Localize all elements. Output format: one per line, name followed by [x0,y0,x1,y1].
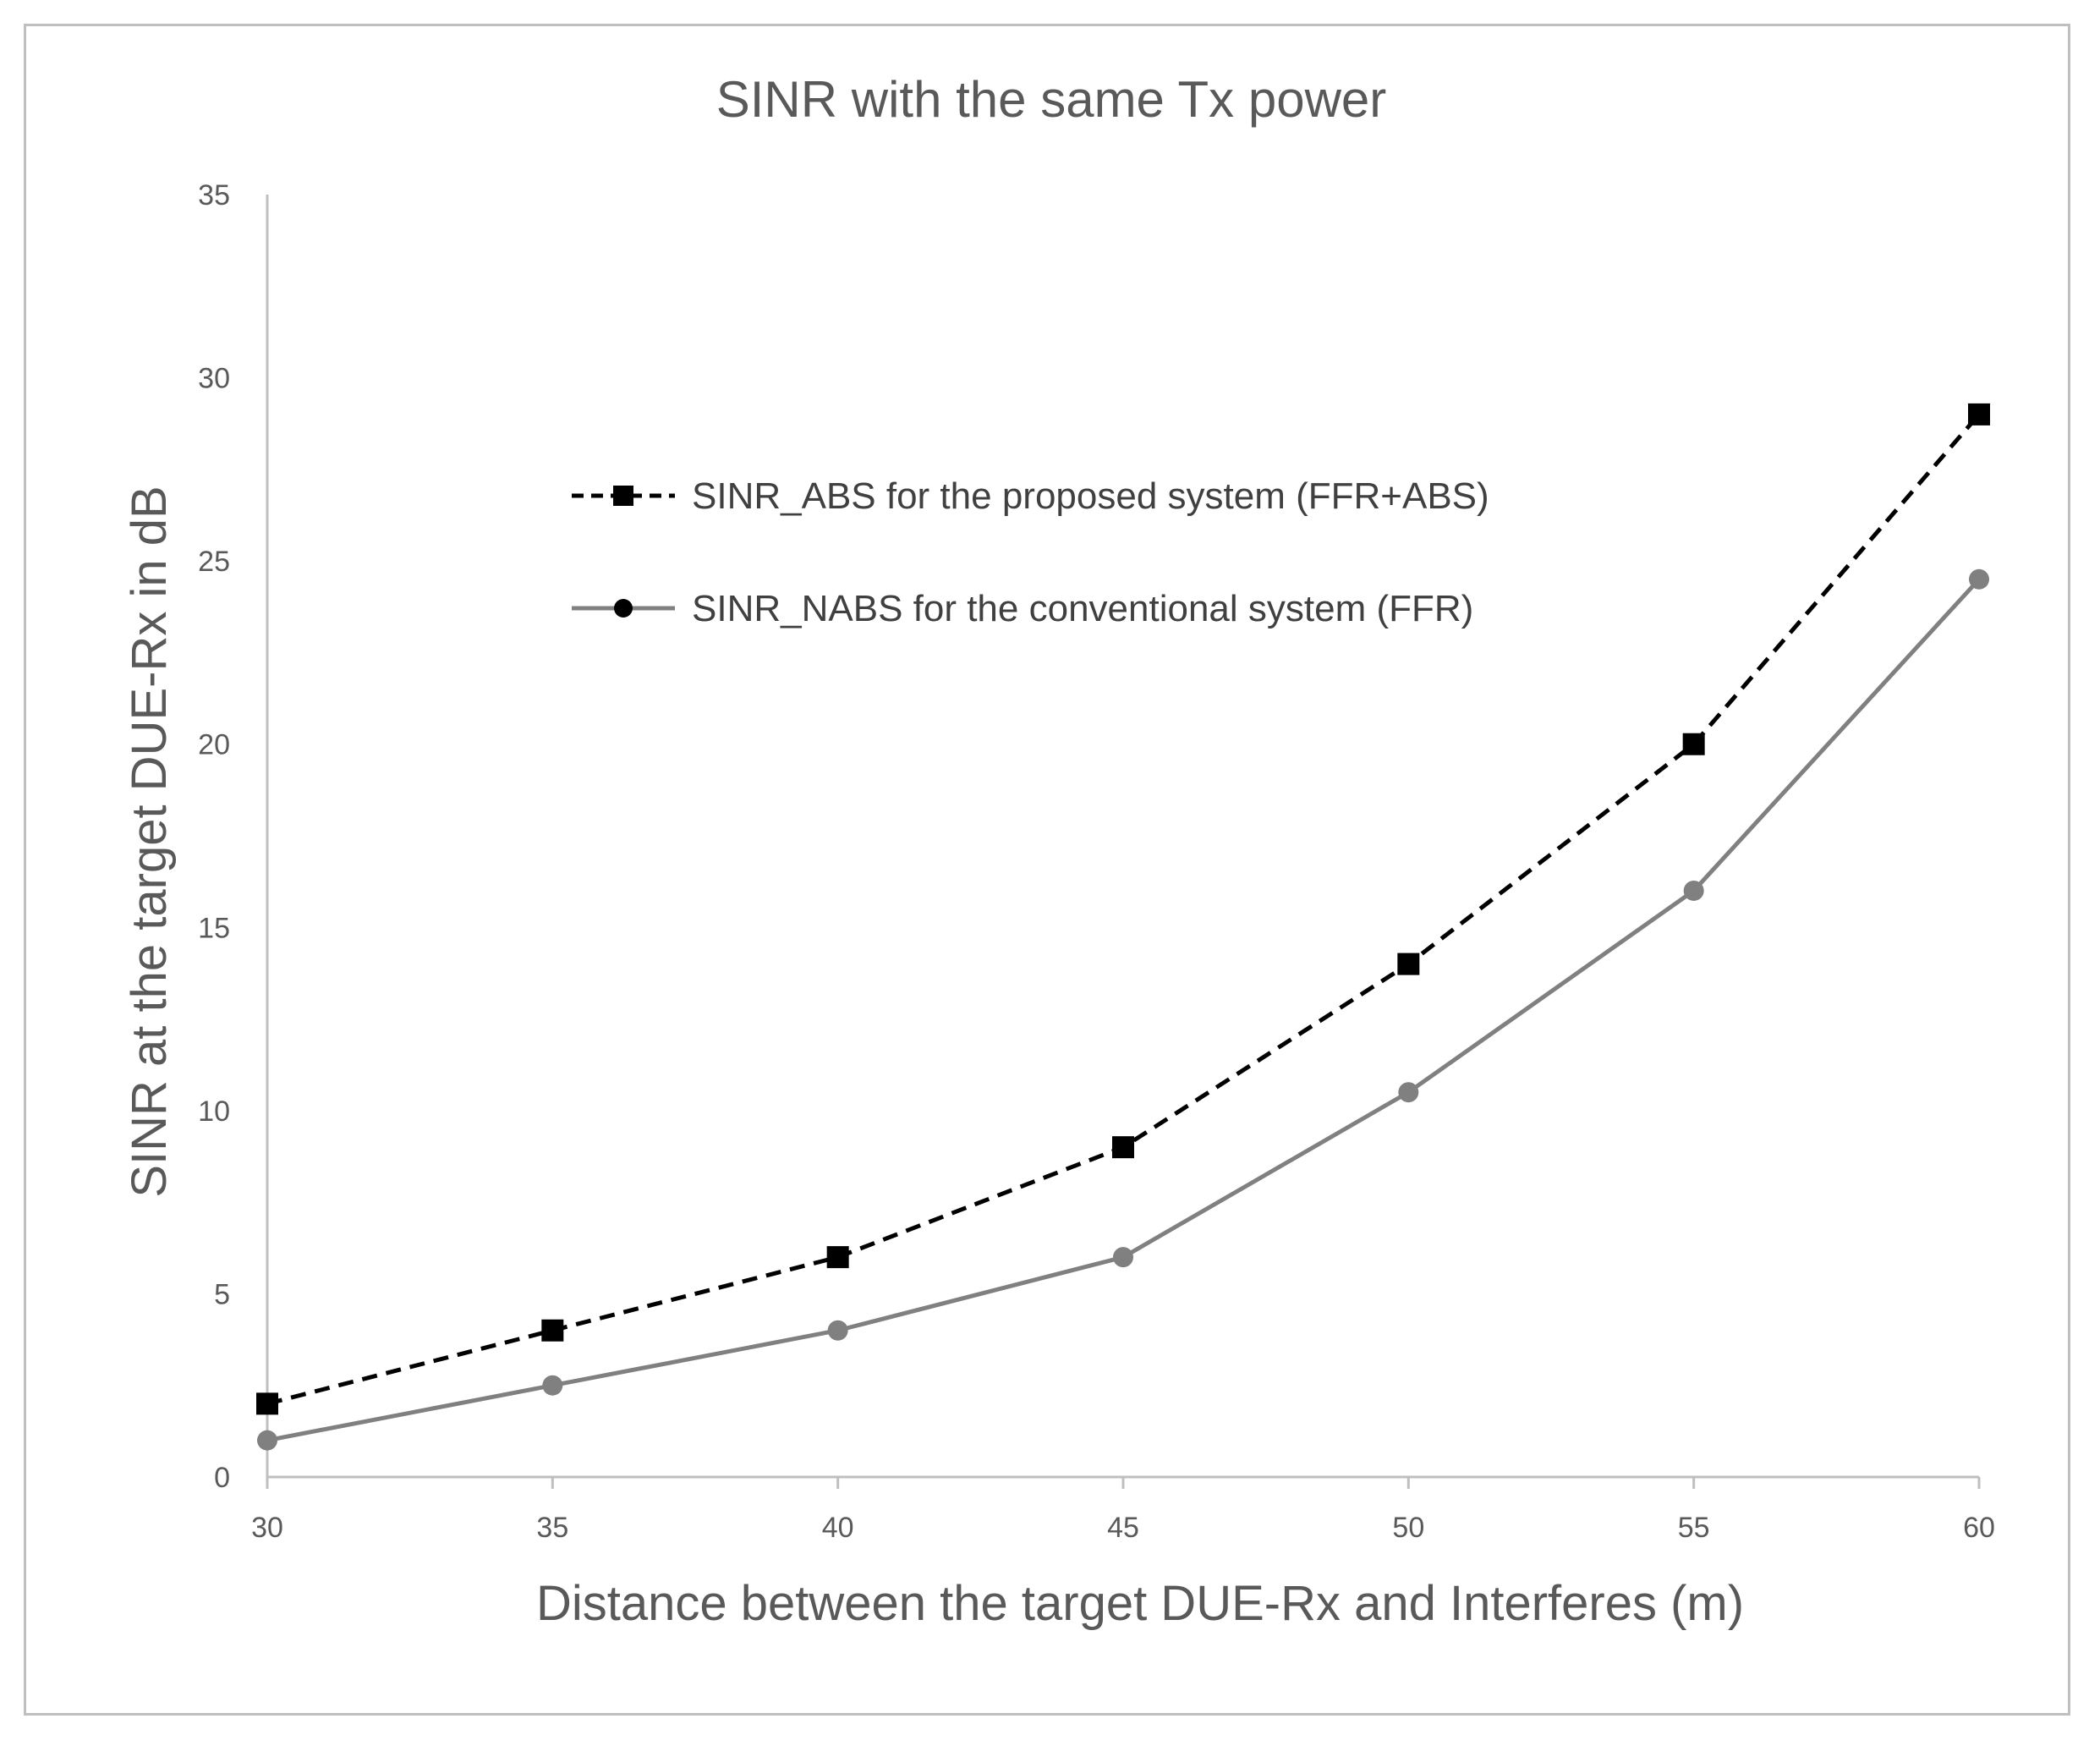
chart-title: SINR with the same Tx power [716,71,1387,128]
series-1-point [541,1319,564,1342]
series-1-point [1112,1136,1134,1159]
y-tick-label: 25 [198,546,230,578]
series-2-point [827,1320,848,1341]
plot-area [256,403,1990,1451]
series-2-point [257,1430,277,1451]
x-tick-label: 45 [1107,1512,1139,1544]
x-axis-title: Distance between the target DUE-Rx and I… [536,1576,1744,1631]
series-1-point [256,1392,278,1415]
x-tick-label: 50 [1392,1512,1424,1544]
chart-frame [24,24,2070,1716]
legend-label-2: SINR_NABS for the conventional system (F… [692,588,1473,629]
series-line-2 [266,578,1981,1443]
x-tick-label: 30 [251,1512,283,1544]
y-tick-label: 20 [198,729,230,761]
series-1-point [826,1246,849,1269]
x-tick-label: 35 [536,1512,568,1544]
series-2-point [1113,1247,1133,1268]
legend-label-1: SINR_ABS for the proposed system (FFR+AB… [692,475,1489,517]
axes: 0 5 10 15 20 25 30 35 30 35 40 45 50 55 60 [198,179,1995,1544]
series-1-point [1397,953,1420,975]
series-2-point [1398,1082,1419,1103]
y-axis-title: SINR at the target DUE-Rx in dB [122,486,177,1197]
x-tick-label: 55 [1678,1512,1710,1544]
series-2-point [1683,880,1704,901]
y-tick-label: 15 [198,912,230,944]
x-tick-label: 40 [822,1512,854,1544]
x-tick-label: 60 [1963,1512,1995,1544]
y-tick-label: 5 [214,1278,230,1310]
y-tick-label: 35 [198,179,230,211]
legend-marker-1 [613,486,633,506]
y-tick-label: 30 [198,363,230,395]
series-2-point [542,1375,563,1396]
legend: SINR_ABS for the proposed system (FFR+AB… [572,475,1489,629]
legend-marker-2 [614,599,633,618]
y-tick-label: 0 [214,1462,230,1494]
series-1-point [1682,733,1705,755]
y-tick-label: 10 [198,1095,230,1128]
series-2-point [1969,568,1989,590]
series-1-point [1968,403,1990,426]
